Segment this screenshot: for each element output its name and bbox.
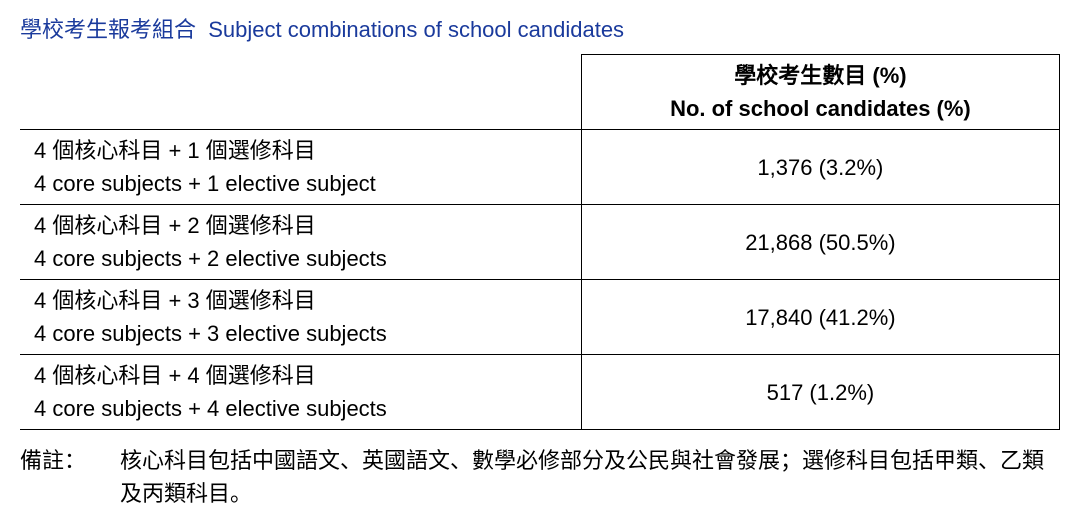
combo-zh: 4 個核心科目 + 4 個選修科目 (34, 359, 567, 392)
page-title: 學校考生報考組合 Subject combinations of school … (20, 12, 1060, 44)
combo-cell: 4 個核心科目 + 4 個選修科目 4 core subjects + 4 el… (20, 355, 581, 430)
header-candidates: 學校考生數目 (%) No. of school candidates (%) (581, 55, 1059, 130)
table-row: 4 個核心科目 + 2 個選修科目 4 core subjects + 2 el… (20, 205, 1060, 280)
value-cell: 517 (1.2%) (581, 355, 1059, 430)
note-text: 核心科目包括中國語文、英國語文、數學必修部分及公民與社會發展；選修科目包括甲類、… (120, 444, 1060, 510)
title-en: Subject combinations of school candidate… (208, 17, 624, 42)
table-row: 4 個核心科目 + 4 個選修科目 4 core subjects + 4 el… (20, 355, 1060, 430)
value-cell: 21,868 (50.5%) (581, 205, 1059, 280)
combo-cell: 4 個核心科目 + 2 個選修科目 4 core subjects + 2 el… (20, 205, 581, 280)
value-cell: 17,840 (41.2%) (581, 280, 1059, 355)
footnote: 備註： 核心科目包括中國語文、英國語文、數學必修部分及公民與社會發展；選修科目包… (20, 444, 1060, 510)
combo-zh: 4 個核心科目 + 2 個選修科目 (34, 209, 567, 242)
combo-zh: 4 個核心科目 + 1 個選修科目 (34, 134, 567, 167)
table-row: 4 個核心科目 + 1 個選修科目 4 core subjects + 1 el… (20, 130, 1060, 205)
combo-en: 4 core subjects + 4 elective subjects (34, 392, 567, 425)
title-zh: 學校考生報考組合 (20, 17, 196, 42)
note-label: 備註： (20, 444, 120, 510)
combo-zh: 4 個核心科目 + 3 個選修科目 (34, 284, 567, 317)
combo-cell: 4 個核心科目 + 1 個選修科目 4 core subjects + 1 el… (20, 130, 581, 205)
header-blank-cell (20, 55, 581, 130)
table-header-row: 學校考生數目 (%) No. of school candidates (%) (20, 55, 1060, 130)
combo-cell: 4 個核心科目 + 3 個選修科目 4 core subjects + 3 el… (20, 280, 581, 355)
table-row: 4 個核心科目 + 3 個選修科目 4 core subjects + 3 el… (20, 280, 1060, 355)
subject-combo-table: 學校考生數目 (%) No. of school candidates (%) … (20, 54, 1060, 430)
combo-en: 4 core subjects + 2 elective subjects (34, 242, 567, 275)
combo-en: 4 core subjects + 3 elective subjects (34, 317, 567, 350)
value-cell: 1,376 (3.2%) (581, 130, 1059, 205)
header-zh: 學校考生數目 (%) (596, 59, 1045, 92)
combo-en: 4 core subjects + 1 elective subject (34, 167, 567, 200)
header-en: No. of school candidates (%) (596, 92, 1045, 125)
